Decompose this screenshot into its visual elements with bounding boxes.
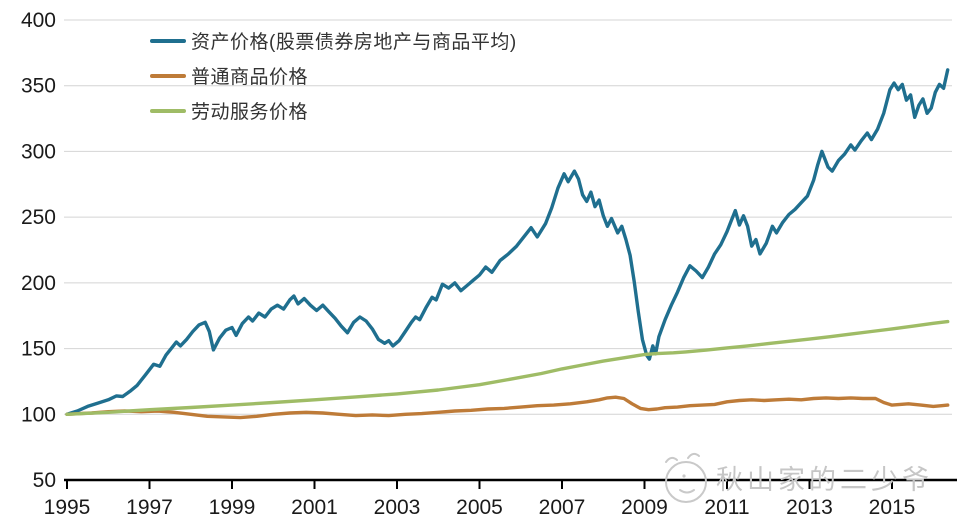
y-tick-label-350: 350 <box>21 75 56 98</box>
labor-services-line-swatch <box>150 108 186 113</box>
series-line-1 <box>65 395 950 420</box>
legend-item-labor-services-prices: 劳动服务价格 <box>150 93 517 128</box>
x-tick-label-2005: 2005 <box>456 496 503 519</box>
y-tick-label-400: 400 <box>21 9 56 32</box>
x-tick-label-2011: 2011 <box>704 496 749 519</box>
x-tick-label-2007: 2007 <box>539 496 586 519</box>
y-tick-label-100: 100 <box>21 403 56 426</box>
y-tick-label-300: 300 <box>21 140 56 163</box>
legend-item-ordinary-goods-prices: 普通商品价格 <box>150 58 517 93</box>
chart-legend: 资产价格(股票债券房地产与商品平均) 普通商品价格 劳动服务价格 <box>150 23 517 128</box>
x-tick-label-2009: 2009 <box>621 496 668 519</box>
x-tick-label-1997: 1997 <box>126 496 173 519</box>
y-tick-label-250: 250 <box>21 206 56 229</box>
asset-prices-line-swatch <box>150 38 186 43</box>
y-tick-label-50: 50 <box>33 469 56 492</box>
x-tick-label-2015: 2015 <box>869 496 916 519</box>
series-line-2 <box>65 319 950 416</box>
legend-label-ordinary-goods-prices: 普通商品价格 <box>191 67 309 88</box>
legend-label-labor-services-prices: 劳动服务价格 <box>191 102 309 123</box>
legend-item-asset-prices: 资产价格(股票债券房地产与商品平均) <box>150 23 517 58</box>
legend-label-asset-prices: 资产价格(股票债券房地产与商品平均) <box>191 32 517 53</box>
y-tick-label-200: 200 <box>21 272 56 295</box>
x-tick-label-2003: 2003 <box>374 496 421 519</box>
ordinary-goods-line-swatch <box>150 73 186 78</box>
x-tick-label-2013: 2013 <box>786 496 833 519</box>
y-tick-label-150: 150 <box>21 338 56 361</box>
x-tick-label-1999: 1999 <box>209 496 256 519</box>
series-line-0 <box>65 68 950 416</box>
x-tick-label-1995: 1995 <box>44 496 91 519</box>
x-tick-label-2001: 2001 <box>291 496 338 519</box>
